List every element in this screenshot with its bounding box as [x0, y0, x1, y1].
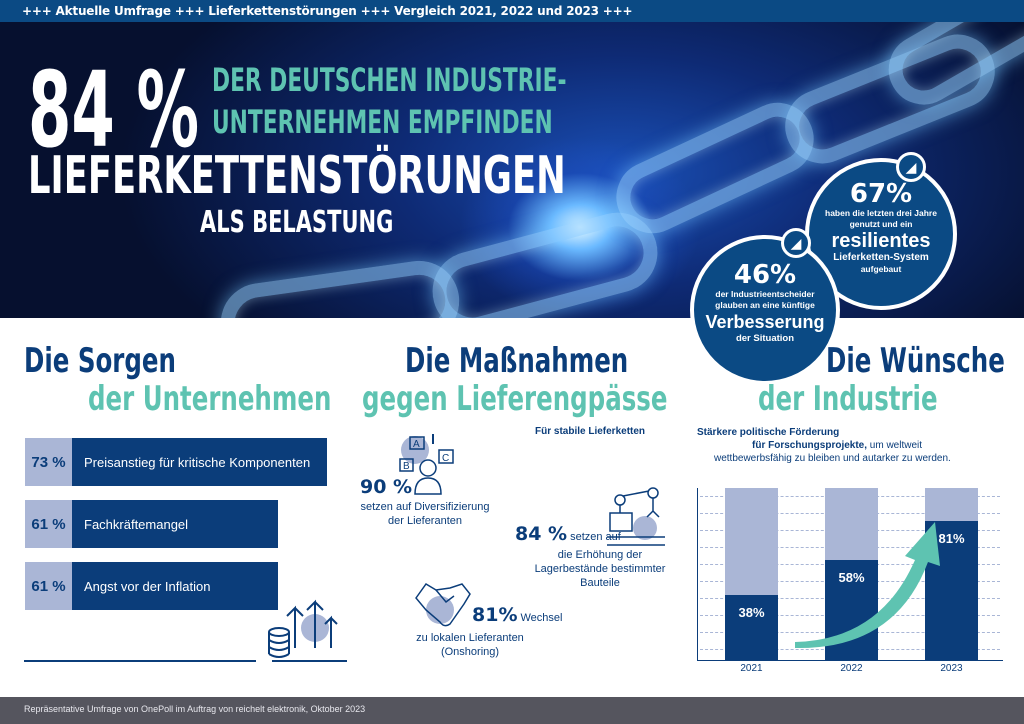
robot-arm-icon: [607, 487, 665, 546]
massnahme-text: zu lokalen Lieferanten: [416, 632, 524, 644]
circle-text: Lieferketten-System: [833, 252, 929, 263]
bar-value-label: 38%: [738, 604, 765, 620]
divider: [24, 660, 256, 662]
massnahme-percent: 90 %: [360, 476, 413, 498]
hero-headline: LIEFERKETTENSTÖRUNGEN: [28, 146, 566, 206]
massnahmen-subtitle: Für stabile Lieferketten: [535, 426, 646, 437]
bar-percent: 73 %: [25, 438, 72, 486]
gridline: [700, 496, 1000, 497]
tag-icon: ◢: [896, 152, 926, 182]
bar-percent: 61 %: [25, 562, 72, 610]
coins-arrows-icon: [268, 599, 338, 658]
bar-label: Preisanstieg für kritische Komponenten: [84, 454, 311, 470]
x-tick-label: 2023: [940, 663, 963, 674]
circle-percent: 46%: [733, 260, 797, 290]
gridline: [700, 598, 1000, 599]
sorgen-bar: 61 % Fachkräftemangel: [25, 500, 278, 548]
circle-highlight: Verbesserung: [705, 312, 825, 332]
bar-2021: [725, 594, 778, 660]
desc-text: Stärkere politische Förderung: [697, 427, 840, 438]
massnahmen-title-2: gegen Lieferengpässe: [362, 379, 668, 419]
massnahme-item: 84 % setzen auf: [515, 523, 621, 545]
massnahme-text: Wechsel: [520, 612, 563, 624]
bar-2022: [825, 560, 878, 660]
bar-percent: 61 %: [25, 500, 72, 548]
massnahmen-title-1: Die Maßnahmen: [405, 341, 629, 381]
wuensche-title-2: der Industrie: [758, 379, 938, 419]
circle-text: haben die letzten drei Jahre: [825, 208, 937, 218]
gridline: [700, 547, 1000, 548]
hero-teal-line-2: UNTERNEHMEN EMPFINDEN: [212, 103, 553, 141]
x-tick-label: 2022: [840, 663, 863, 674]
wuensche-description: Stärkere politische Förderung für Forsch…: [697, 426, 951, 465]
massnahme-percent: 81%: [472, 604, 518, 626]
bar-value-label: 81%: [938, 530, 965, 546]
hero-big-percent: 84 %: [28, 49, 200, 171]
svg-text:B: B: [403, 461, 410, 472]
massnahme-text: der Lieferanten: [388, 515, 462, 527]
top-ticker-bar: +++ Aktuelle Umfrage +++ Lieferkettenstö…: [0, 0, 1024, 22]
circle-text: der Situation: [735, 333, 795, 344]
massnahme-text: Lagerbestände bestimmter: [534, 563, 666, 575]
footer-source: Repräsentative Umfrage von OnePoll im Au…: [0, 697, 1024, 724]
circle-highlight: resilientes: [831, 230, 931, 252]
gridline: [700, 513, 1000, 514]
circle-text: der Industrieentscheider: [715, 289, 815, 299]
svg-text:A: A: [413, 439, 420, 450]
wuensche-title-1: Die Wünsche: [826, 341, 1005, 381]
massnahme-percent: 84 %: [515, 523, 568, 545]
bar-background: [725, 488, 778, 660]
massnahme-text: (Onshoring): [440, 646, 500, 658]
sorgen-title-1: Die Sorgen: [24, 341, 176, 381]
stat-circle-46: 46% der Industrieentscheider glauben an …: [690, 235, 840, 385]
gridline: [700, 564, 1000, 565]
gridline: [700, 632, 1000, 633]
chart-axis: [697, 488, 698, 660]
hero-subline: ALS BELASTUNG: [200, 205, 394, 240]
tag-icon: ◢: [781, 228, 811, 258]
massnahme-item: setzen auf Diversifizierung der Lieferant…: [355, 500, 495, 528]
desc-text: für Forschungsprojekte,: [752, 440, 868, 451]
massnahme-text: setzen auf Diversifizierung: [360, 501, 490, 513]
massnahme-text: setzen auf: [570, 531, 621, 543]
desc-text: um weltweit: [867, 440, 923, 451]
gridline: [700, 649, 1000, 650]
massnahme-text: Bauteile: [580, 577, 620, 589]
chart-axis: [697, 660, 1003, 661]
sorgen-bar: 61 % Angst vor der Inflation: [25, 562, 278, 610]
chain-link-graphic: [215, 255, 465, 318]
bar-label: Fachkräftemangel: [84, 516, 189, 532]
circle-percent: 67%: [849, 179, 913, 209]
gridline: [700, 581, 1000, 582]
gridline: [700, 530, 1000, 531]
bar-background: [925, 488, 978, 660]
person-options-icon: A B C: [399, 434, 454, 495]
circle-text: aufgebaut: [860, 264, 902, 274]
bar-label: Angst vor der Inflation: [84, 578, 211, 594]
sorgen-title-2: der Unternehmen: [88, 379, 332, 419]
circle-text: genutzt und ein: [849, 219, 913, 229]
hero-teal-line-1: DER DEUTSCHEN INDUSTRIE-: [212, 61, 567, 99]
massnahme-item: 90 %: [360, 476, 412, 498]
massnahme-item: die Erhöhung der Lagerbestände bestimmter…: [530, 548, 670, 590]
gridline: [700, 615, 1000, 616]
desc-text: wettbewerbsfähig zu bleiben und autarker…: [714, 453, 951, 464]
bar-background: [825, 488, 878, 660]
massnahme-text: die Erhöhung der: [557, 549, 643, 561]
svg-text:C: C: [442, 453, 449, 464]
handshake-icon: [415, 583, 471, 627]
divider: [272, 660, 347, 662]
massnahme-item: 81% Wechsel: [472, 604, 562, 626]
sorgen-bar: 73 % Preisanstieg für kritische Komponent…: [25, 438, 327, 486]
bar-2023: [925, 520, 978, 660]
circle-text: glauben an eine künftige: [715, 300, 815, 310]
x-tick-label: 2021: [740, 663, 763, 674]
massnahme-item: zu lokalen Lieferanten (Onshoring): [405, 631, 535, 659]
bar-value-label: 58%: [838, 570, 865, 586]
